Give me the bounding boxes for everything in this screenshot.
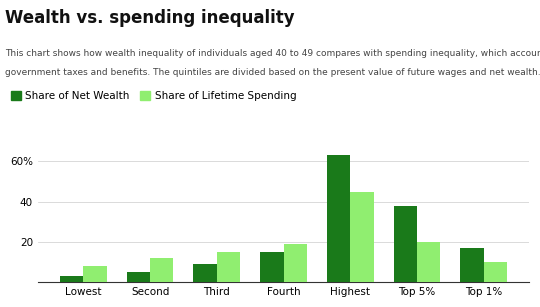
Bar xyxy=(350,192,374,282)
Bar xyxy=(327,155,350,282)
Text: government taxes and benefits. The quintiles are divided based on the present va: government taxes and benefits. The quint… xyxy=(5,68,540,76)
Bar xyxy=(150,258,173,282)
Bar xyxy=(84,266,107,282)
Text: This chart shows how wealth inequality of individuals aged 40 to 49 compares wit: This chart shows how wealth inequality o… xyxy=(5,49,540,58)
Bar xyxy=(60,276,84,282)
Bar xyxy=(260,252,284,282)
Bar xyxy=(417,242,440,282)
Legend: Share of Net Wealth, Share of Lifetime Spending: Share of Net Wealth, Share of Lifetime S… xyxy=(11,91,296,101)
Bar xyxy=(394,206,417,282)
Bar xyxy=(127,272,150,282)
Bar xyxy=(483,262,507,282)
Bar xyxy=(284,244,307,282)
Text: Wealth vs. spending inequality: Wealth vs. spending inequality xyxy=(5,9,295,27)
Bar xyxy=(460,248,483,282)
Bar xyxy=(217,252,240,282)
Bar xyxy=(193,264,217,282)
